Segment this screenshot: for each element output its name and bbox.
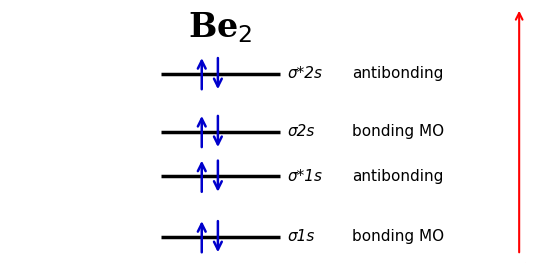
Text: energy: energy xyxy=(497,260,538,263)
Text: antibonding: antibonding xyxy=(352,66,444,81)
Text: σ*1s: σ*1s xyxy=(288,169,323,184)
Text: σ*2s: σ*2s xyxy=(288,66,323,81)
Text: bonding MO: bonding MO xyxy=(352,229,444,244)
Text: σ2s: σ2s xyxy=(288,124,315,139)
Text: bonding MO: bonding MO xyxy=(352,124,444,139)
Text: σ1s: σ1s xyxy=(288,229,315,244)
Text: Be$_2$: Be$_2$ xyxy=(188,11,253,45)
Text: antibonding: antibonding xyxy=(352,169,444,184)
